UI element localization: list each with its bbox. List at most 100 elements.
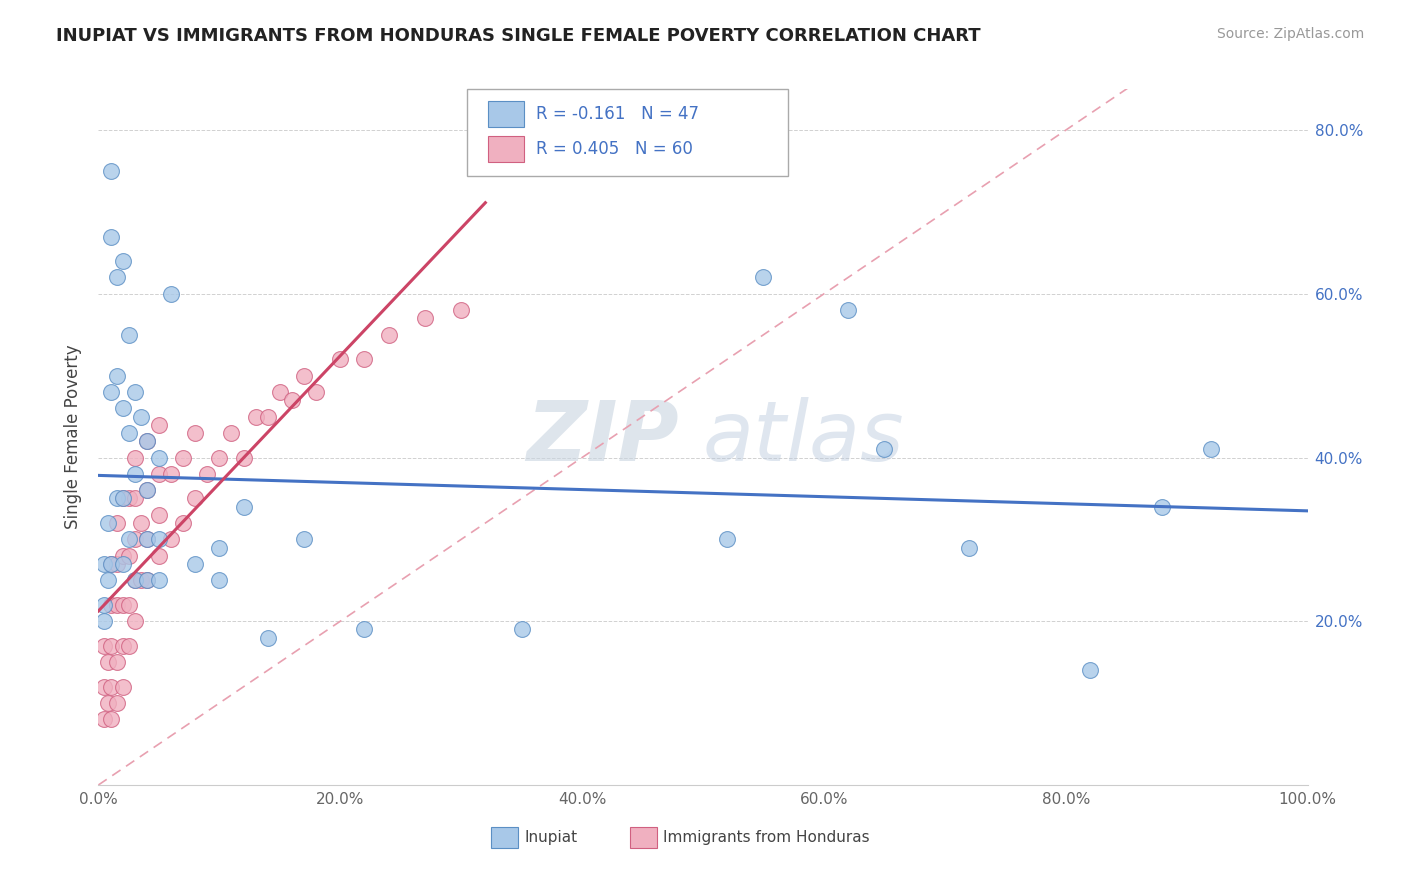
Point — [135, 574, 157, 588]
Text: Inupiat: Inupiat — [524, 830, 578, 846]
Point — [118, 327, 141, 342]
Point — [184, 557, 207, 571]
Point — [111, 639, 134, 653]
Point — [124, 614, 146, 628]
Point — [184, 425, 207, 440]
Point — [160, 286, 183, 301]
Point — [1199, 442, 1222, 457]
Point — [135, 574, 157, 588]
Text: INUPIAT VS IMMIGRANTS FROM HONDURAS SINGLE FEMALE POVERTY CORRELATION CHART: INUPIAT VS IMMIGRANTS FROM HONDURAS SING… — [56, 27, 981, 45]
Point — [245, 409, 267, 424]
Point — [148, 549, 170, 563]
Point — [111, 401, 134, 416]
Y-axis label: Single Female Poverty: Single Female Poverty — [65, 345, 83, 529]
Point — [105, 516, 128, 530]
Point — [716, 533, 738, 547]
Point — [105, 696, 128, 710]
Text: R = 0.405   N = 60: R = 0.405 N = 60 — [536, 140, 693, 158]
Point — [118, 491, 141, 506]
Point — [135, 483, 157, 498]
Point — [105, 655, 128, 669]
Point — [281, 393, 304, 408]
Point — [124, 574, 146, 588]
Point — [93, 713, 115, 727]
Point — [1152, 500, 1174, 514]
Point — [118, 549, 141, 563]
Point — [97, 574, 120, 588]
Point — [124, 467, 146, 481]
Point — [100, 680, 122, 694]
Text: ZIP: ZIP — [526, 397, 679, 477]
Point — [97, 516, 120, 530]
Point — [100, 164, 122, 178]
FancyBboxPatch shape — [467, 89, 787, 177]
Point — [111, 557, 134, 571]
Point — [100, 557, 122, 571]
Point — [93, 614, 115, 628]
Point — [353, 623, 375, 637]
Point — [118, 639, 141, 653]
Text: Immigrants from Honduras: Immigrants from Honduras — [664, 830, 870, 846]
Point — [105, 491, 128, 506]
Point — [148, 574, 170, 588]
Point — [100, 385, 122, 400]
Point — [124, 533, 146, 547]
Point — [292, 533, 315, 547]
Point — [160, 533, 183, 547]
Point — [510, 623, 533, 637]
Point — [93, 598, 115, 612]
Point — [93, 557, 115, 571]
Point — [124, 450, 146, 465]
Point — [232, 450, 254, 465]
Text: R = -0.161   N = 47: R = -0.161 N = 47 — [536, 105, 699, 123]
Point — [105, 598, 128, 612]
Point — [292, 368, 315, 383]
Point — [195, 467, 218, 481]
Point — [118, 425, 141, 440]
Point — [172, 450, 194, 465]
Point — [957, 541, 980, 555]
Point — [93, 639, 115, 653]
Point — [105, 368, 128, 383]
Point — [135, 533, 157, 547]
Point — [256, 631, 278, 645]
Point — [148, 508, 170, 522]
Point — [118, 598, 141, 612]
Point — [232, 500, 254, 514]
Point — [148, 450, 170, 465]
Point — [256, 409, 278, 424]
Point — [160, 467, 183, 481]
Point — [329, 352, 352, 367]
Point — [269, 385, 291, 400]
Point — [100, 639, 122, 653]
Point — [873, 442, 896, 457]
Point — [752, 270, 775, 285]
Point — [129, 409, 152, 424]
Bar — [492, 827, 517, 847]
Point — [97, 696, 120, 710]
Point — [100, 557, 122, 571]
Point — [129, 574, 152, 588]
Point — [100, 713, 122, 727]
Point — [105, 270, 128, 285]
Point — [135, 434, 157, 449]
Point — [837, 303, 859, 318]
Bar — [488, 136, 524, 162]
Point — [413, 311, 436, 326]
Point — [148, 417, 170, 432]
Point — [118, 533, 141, 547]
Point — [208, 574, 231, 588]
Bar — [488, 101, 524, 128]
Point — [129, 516, 152, 530]
Point — [124, 574, 146, 588]
Point — [111, 680, 134, 694]
Point — [124, 491, 146, 506]
Point — [148, 467, 170, 481]
Point — [111, 254, 134, 268]
Point — [353, 352, 375, 367]
Point — [377, 327, 399, 342]
Point — [111, 491, 134, 506]
Point — [1078, 664, 1101, 678]
Point — [305, 385, 328, 400]
Point — [135, 434, 157, 449]
